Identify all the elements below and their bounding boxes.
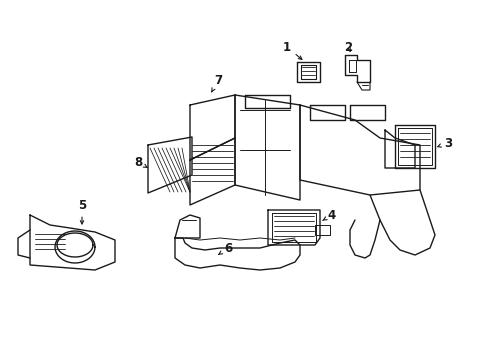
Text: 7: 7 xyxy=(211,73,222,92)
Text: 3: 3 xyxy=(437,136,451,149)
Text: 1: 1 xyxy=(283,41,301,59)
Text: 5: 5 xyxy=(78,198,86,224)
Text: 4: 4 xyxy=(322,208,335,221)
Text: 6: 6 xyxy=(218,242,232,255)
Text: 8: 8 xyxy=(134,156,147,168)
Text: 2: 2 xyxy=(343,41,351,54)
